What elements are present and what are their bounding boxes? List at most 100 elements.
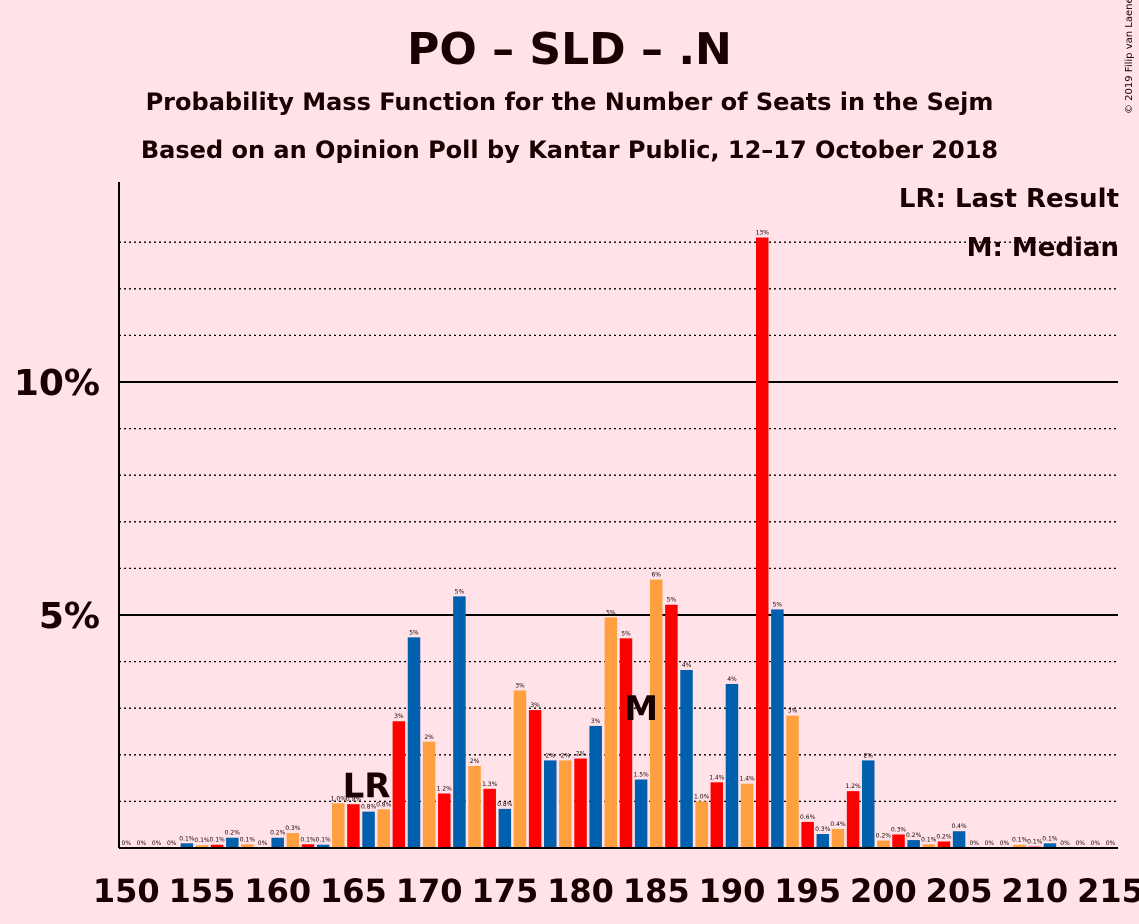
x-tick-label: 200	[850, 872, 917, 910]
bar-value-label: 0.1%	[1042, 835, 1058, 842]
bar	[922, 844, 936, 848]
bar-value-label: 1.2%	[845, 783, 861, 790]
bar-value-label: 0.3%	[891, 826, 907, 833]
x-tick-label: 150	[93, 872, 160, 910]
bar	[710, 782, 724, 848]
bar	[195, 845, 209, 848]
bar	[438, 793, 451, 848]
x-tick-label: 160	[244, 872, 311, 910]
bar	[301, 844, 315, 848]
bar-value-label: 0.6%	[800, 814, 816, 821]
bar-value-label: 1.4%	[739, 776, 755, 783]
y-tick-label: 5%	[39, 596, 100, 637]
bar-value-label: 0%	[1075, 840, 1085, 847]
bar	[801, 821, 814, 848]
annotations: LR M	[343, 689, 658, 807]
x-tick-label: 205	[926, 872, 993, 910]
bar-value-label: 1.4%	[709, 774, 725, 781]
bar-value-label: 0.1%	[316, 837, 332, 844]
bar	[468, 765, 481, 848]
bar-value-label: 0.1%	[194, 837, 210, 844]
bar	[650, 579, 663, 848]
bar	[544, 760, 557, 848]
bar	[392, 721, 406, 848]
x-tick-label: 210	[1001, 872, 1068, 910]
bars	[180, 237, 1057, 849]
x-tick-label: 155	[169, 872, 236, 910]
bar	[937, 841, 951, 848]
bar-value-label: 0.9%	[346, 796, 362, 803]
bar-value-label: 0%	[985, 840, 995, 847]
bar-value-label: 2%	[470, 758, 480, 765]
bar	[634, 779, 648, 848]
bar-value-label: 0.1%	[1012, 837, 1028, 844]
x-tick-label: 170	[396, 872, 463, 910]
bar	[422, 741, 436, 848]
bar	[680, 669, 693, 848]
bar-value-label: 0.4%	[830, 821, 846, 828]
x-tick-label: 165	[320, 872, 387, 910]
bar	[377, 809, 390, 848]
bar-value-label: 0%	[1060, 840, 1070, 847]
bar	[316, 844, 330, 848]
bar	[407, 637, 421, 848]
bar-value-label: 0%	[167, 840, 177, 847]
bar-value-label: 4%	[727, 676, 737, 683]
bar-value-label: 0.3%	[815, 826, 831, 833]
bar-value-label: 3%	[394, 713, 404, 720]
bar	[740, 783, 754, 848]
chart-subtitle-poll: Based on an Opinion Poll by Kantar Publi…	[140, 136, 999, 164]
bar-value-label: 1.0%	[694, 793, 710, 800]
bar-value-label: 0.2%	[936, 833, 952, 840]
bar-value-label: 0.4%	[951, 823, 967, 830]
axes: 5% 10% 150 155 160 165 170 175 180 185 190 195 200 20…	[14, 182, 1139, 910]
bar-value-label: 0.1%	[1027, 839, 1043, 846]
bar-value-label: 1.0%	[331, 795, 347, 802]
bar-value-label: 0%	[152, 840, 162, 847]
bar-value-label: 6%	[651, 572, 661, 579]
bar	[574, 758, 587, 848]
bar	[816, 834, 830, 848]
bar	[892, 834, 905, 848]
last-result-marker: LR	[343, 767, 391, 807]
bar-value-label: 0.2%	[906, 832, 922, 839]
bar	[619, 638, 633, 848]
bar-value-label: 5%	[409, 629, 419, 636]
bar	[589, 725, 602, 848]
bar	[453, 596, 466, 848]
bar	[241, 844, 254, 848]
bar-value-label: 0.3%	[285, 825, 301, 832]
bar-value-label: 13%	[756, 230, 770, 237]
bar	[846, 791, 860, 848]
bar	[180, 843, 194, 848]
legend-last-result: LR: Last Result	[898, 184, 1119, 214]
bar-value-label: 0%	[1106, 840, 1116, 847]
bar	[831, 828, 845, 848]
bar-value-label: 2%	[424, 734, 434, 741]
bar	[362, 811, 375, 848]
bar-value-label: 3%	[788, 708, 798, 715]
bar-value-label: 0.8%	[376, 801, 392, 808]
bar-value-label: 0.1%	[921, 836, 937, 843]
bar-value-label: 5%	[773, 601, 783, 608]
gridlines	[119, 241, 1118, 803]
bar-value-label: 2%	[863, 752, 873, 759]
bar	[1043, 843, 1057, 848]
bar-value-label: 5%	[621, 630, 631, 637]
chart-title: PO – SLD – .N	[407, 24, 732, 75]
bar	[332, 803, 345, 848]
bar-value-label: 2%	[545, 752, 555, 759]
bar	[226, 837, 239, 848]
x-tick-label: 180	[547, 872, 614, 910]
bar-value-label: 1.5%	[633, 771, 649, 778]
bar-value-label: 0.1%	[210, 837, 226, 844]
y-tick-label: 10%	[14, 363, 100, 404]
x-tick-label: 185	[623, 872, 690, 910]
bar-value-label: 0%	[258, 840, 268, 847]
bar	[513, 690, 527, 848]
x-tick-label: 175	[471, 872, 538, 910]
bar-value-label: 0%	[137, 840, 147, 847]
bar-value-label: 0.2%	[270, 830, 286, 837]
x-tick-label: 195	[774, 872, 841, 910]
